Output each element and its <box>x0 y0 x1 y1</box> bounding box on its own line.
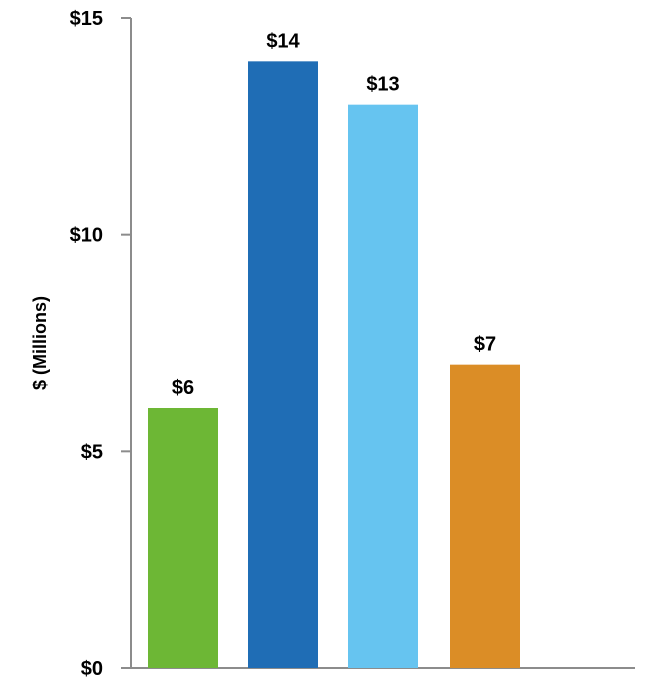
data-label: $14 <box>266 30 300 52</box>
data-label: $6 <box>172 377 194 399</box>
y-tick-label: $15 <box>70 8 103 30</box>
data-label: $7 <box>474 334 496 356</box>
bar <box>248 61 318 669</box>
bar <box>450 364 520 668</box>
bar <box>148 408 218 668</box>
y-tick-label: $10 <box>70 225 103 247</box>
y-tick-label: $5 <box>81 441 103 463</box>
bar <box>348 104 418 668</box>
y-axis-label: $ (Millions) <box>30 296 50 390</box>
y-tick-label: $0 <box>81 658 103 680</box>
data-label: $13 <box>366 74 399 96</box>
